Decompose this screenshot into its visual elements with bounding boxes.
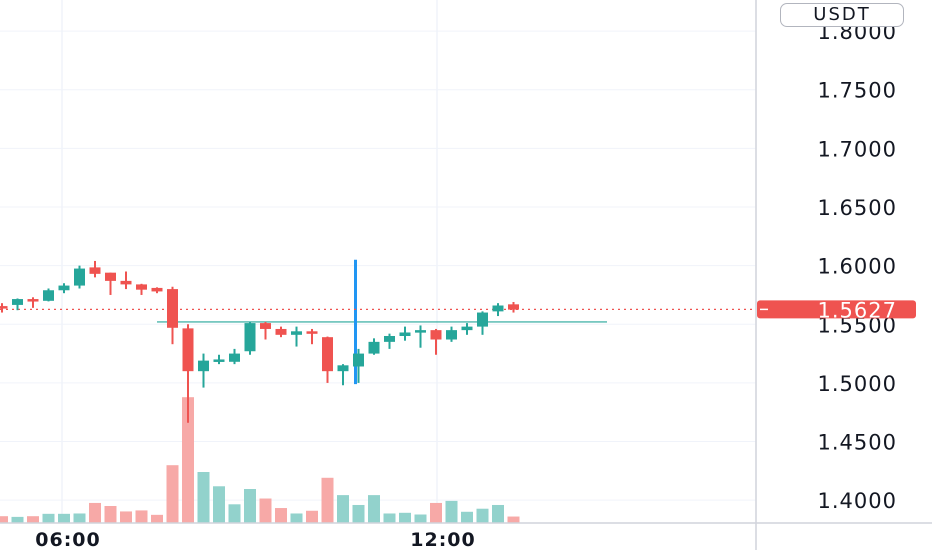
candle-body: [89, 267, 101, 274]
last-price-label: 1.5627: [818, 298, 897, 322]
volume-bar: [135, 510, 148, 523]
candle-body: [492, 305, 504, 312]
volume-bar: [182, 397, 194, 523]
volume-bar: [445, 500, 458, 523]
x-tick-label: 06:00: [35, 529, 100, 550]
y-tick-label: 1.6500: [818, 196, 897, 220]
price-axis[interactable]: 1.80001.75001.70001.65001.60001.55001.50…: [755, 0, 916, 550]
volume-bar: [213, 486, 225, 523]
volume-bar: [104, 506, 117, 523]
y-tick-label: 1.5000: [818, 372, 897, 396]
grid: [0, 0, 756, 523]
candle-body: [244, 323, 256, 352]
candle-body: [415, 330, 426, 333]
candle-body: [198, 360, 209, 372]
volume-bar: [120, 511, 132, 523]
volume-bar: [476, 508, 489, 523]
volume-bar: [11, 516, 24, 523]
volume-bar: [321, 477, 334, 523]
volume-bar: [259, 498, 272, 523]
candle-body: [291, 331, 302, 335]
candles: [0, 260, 519, 423]
y-tick-label: 1.4500: [818, 431, 897, 455]
volume-bar: [73, 513, 86, 523]
candle-body: [430, 330, 442, 340]
y-tick-label: 1.7000: [818, 137, 897, 161]
volume-bar: [151, 514, 163, 523]
candle-body: [399, 332, 411, 336]
candle-body: [477, 312, 488, 327]
candle-body: [337, 365, 349, 372]
candle-body: [446, 330, 457, 340]
y-tick-label: 1.4000: [818, 489, 897, 513]
volume-bar: [383, 513, 396, 523]
candle-body: [353, 353, 364, 367]
candle-body: [167, 289, 178, 328]
volume-bar: [197, 472, 210, 523]
volume-bar: [507, 516, 520, 523]
candle-body: [43, 290, 54, 301]
volume-bar: [492, 504, 504, 523]
time-axis[interactable]: 06:00 12:00: [0, 522, 932, 550]
candle-body: [58, 285, 70, 291]
candle-body: [27, 299, 39, 302]
volume-bar: [414, 514, 427, 523]
volume-bar: [0, 516, 8, 523]
volume-bars: [0, 397, 520, 523]
volume-bar: [290, 513, 303, 523]
volume-bar: [166, 465, 179, 523]
candle-body: [0, 306, 8, 309]
candle-body: [182, 328, 194, 372]
volume-bar: [42, 513, 55, 523]
volume-bar: [430, 502, 442, 523]
y-tick-label: 1.6000: [818, 255, 897, 279]
volume-bar: [399, 512, 411, 523]
volume-bar: [27, 516, 39, 523]
candle-body: [136, 284, 147, 290]
volume-bar: [352, 504, 365, 523]
candle-body: [306, 331, 318, 334]
volume-bar: [89, 502, 101, 523]
volume-bar: [244, 489, 256, 523]
last-price-tag: [757, 300, 916, 319]
volume-bar: [337, 495, 349, 523]
candle-body: [74, 268, 85, 286]
candle-body: [275, 328, 287, 335]
candle-body: [213, 359, 225, 362]
volume-bar: [58, 513, 70, 523]
candle-body: [508, 304, 519, 310]
candle-body: [260, 323, 271, 329]
volume-bar: [461, 511, 473, 523]
candle-body: [384, 335, 395, 342]
volume-bar: [306, 510, 318, 523]
currency-badge[interactable]: USDT: [780, 3, 904, 27]
candle-body: [322, 337, 333, 372]
candle-body: [105, 272, 116, 281]
candle-body: [368, 341, 380, 354]
x-tick-label: 12:00: [410, 529, 475, 550]
candle-body: [461, 326, 473, 331]
volume-bar: [228, 504, 241, 523]
volume-bar: [368, 495, 380, 523]
y-tick-label: 1.7500: [818, 79, 897, 103]
candle-body: [151, 287, 163, 292]
candle-body: [229, 353, 240, 362]
volume-bar: [275, 508, 287, 523]
candle-body: [12, 299, 23, 305]
candle-body: [120, 280, 132, 285]
